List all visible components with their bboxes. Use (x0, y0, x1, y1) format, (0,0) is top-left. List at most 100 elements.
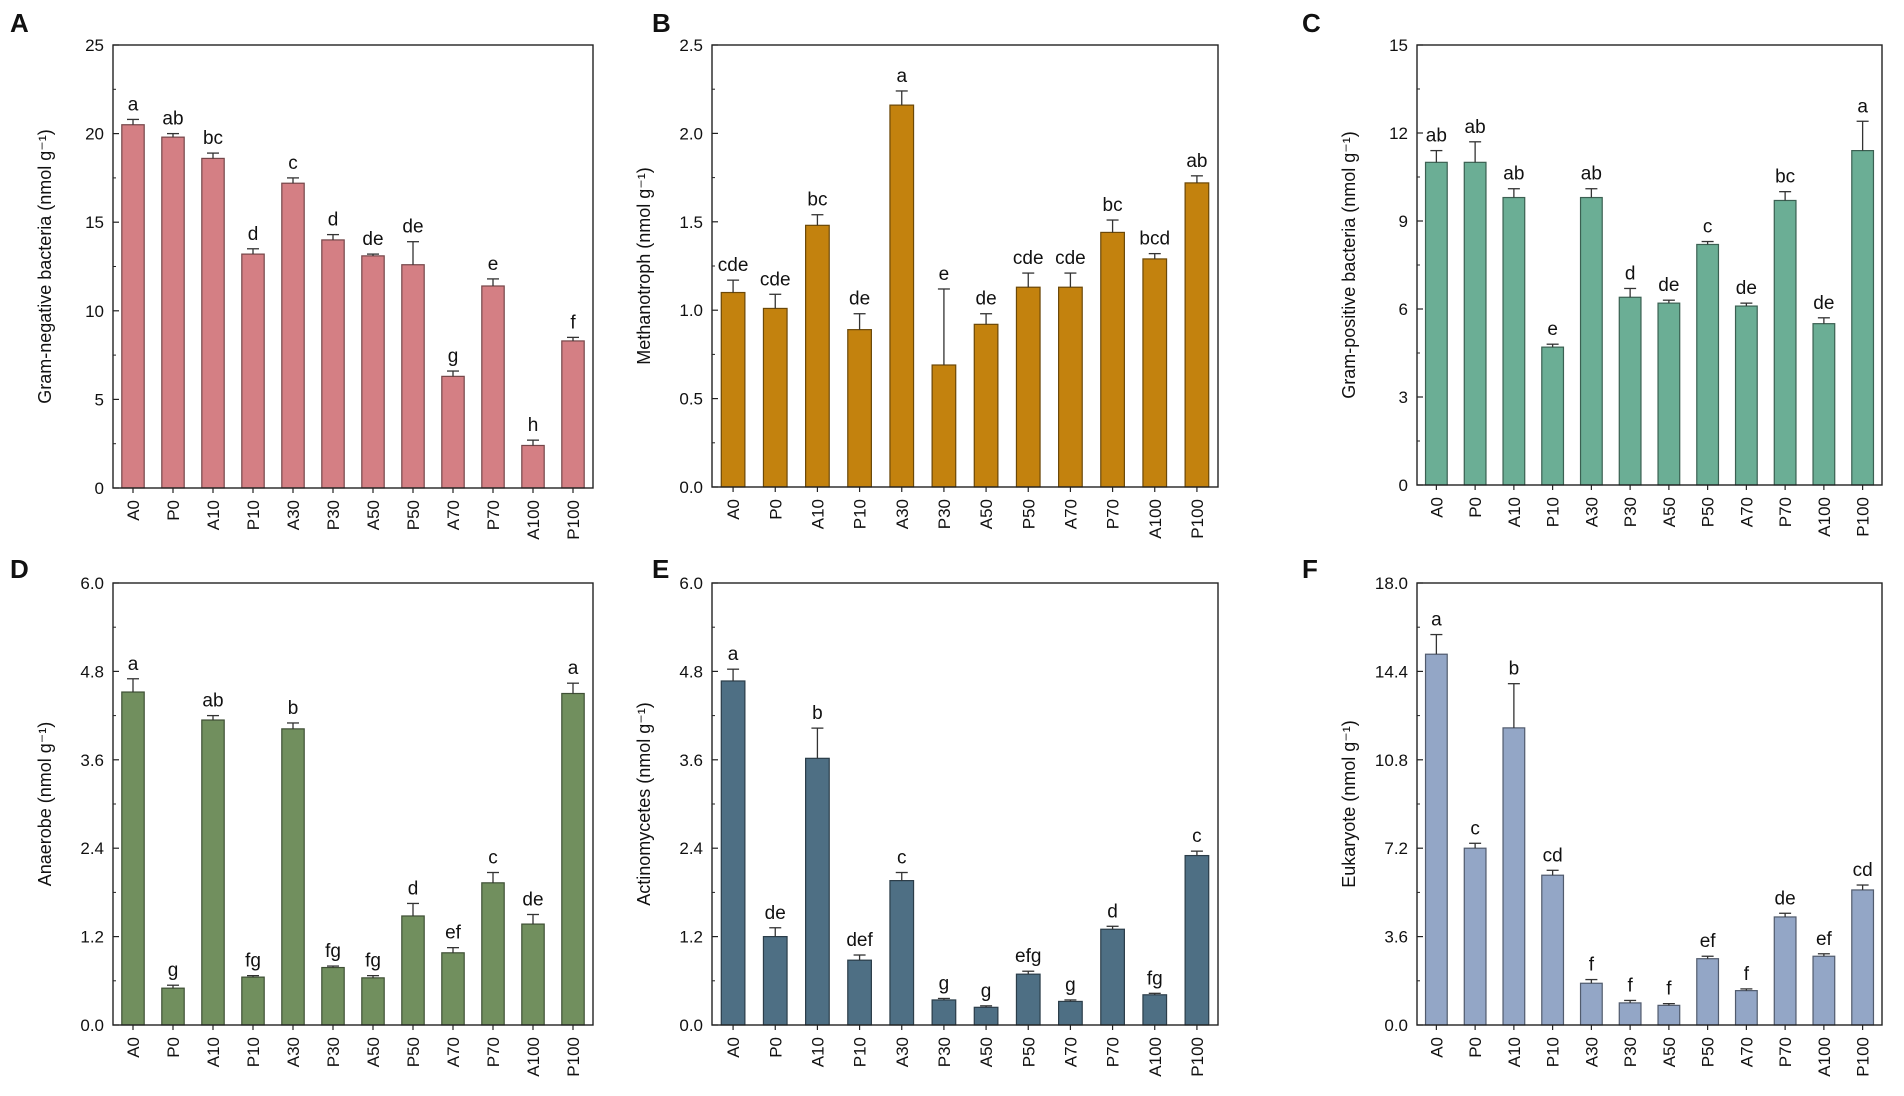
bar (481, 882, 505, 1026)
bar (1812, 955, 1836, 1026)
y-axis-label: Anaerobe (nmol g⁻¹) (35, 722, 55, 887)
bar (281, 182, 305, 489)
significance-label: a (896, 66, 907, 87)
bar (1618, 1002, 1642, 1026)
x-tick-label: P10 (1544, 497, 1563, 527)
bar (1696, 243, 1720, 486)
plot-frame (711, 44, 1219, 488)
x-tick-label: A70 (1061, 499, 1080, 529)
x-tick-label: P100 (1188, 499, 1207, 539)
y-tick-label: 0.0 (80, 1016, 104, 1035)
x-tick-label: A0 (124, 500, 143, 521)
bar (1184, 182, 1210, 488)
significance-label: de (1658, 275, 1679, 296)
bar (361, 255, 385, 489)
bar (1502, 727, 1526, 1026)
x-tick-label: A50 (364, 500, 383, 530)
bar (1424, 653, 1448, 1026)
significance-label: a (728, 644, 739, 665)
bar (1100, 928, 1125, 1026)
y-tick-label: 0.0 (679, 1016, 703, 1035)
significance-label: bc (807, 190, 827, 211)
significance-label: fg (1147, 968, 1163, 989)
significance-label: c (1192, 826, 1202, 847)
x-tick-label: P0 (1466, 1037, 1485, 1058)
significance-label: bc (1103, 195, 1123, 216)
bar (805, 224, 830, 488)
x-tick-label: A10 (204, 1037, 223, 1067)
significance-label: c (488, 848, 498, 869)
bar (1058, 286, 1083, 488)
x-tick-label: A0 (1427, 497, 1446, 518)
y-axis-label: Methanotroph (nmol g⁻¹) (634, 167, 654, 365)
y-tick-label: 1.2 (80, 928, 104, 947)
x-tick-label: A100 (1815, 497, 1834, 537)
significance-label: ab (162, 109, 183, 130)
y-tick-label: 3.6 (679, 751, 703, 770)
x-tick-label: A50 (977, 1037, 996, 1067)
x-tick-label: A100 (524, 500, 543, 540)
bar (521, 444, 545, 489)
bar (1463, 161, 1487, 486)
y-tick-label: 15 (1389, 36, 1408, 55)
bar (720, 680, 746, 1026)
significance-label: cde (1013, 248, 1044, 269)
bar (847, 959, 872, 1026)
x-tick-label: P10 (244, 1037, 263, 1067)
panel-d: D 0.0 1.2 2.4 3.6 4.8 6.0 Anaerobe (nmol g⁻¹) a A… (10, 554, 594, 1077)
x-tick-label: P70 (1776, 497, 1795, 527)
bar (762, 307, 788, 488)
y-tick-label: 4.8 (679, 662, 703, 681)
y-tick-label: 6 (1399, 300, 1408, 319)
significance-label: cd (1853, 860, 1873, 881)
x-tick-label: A0 (124, 1037, 143, 1058)
bar (521, 923, 545, 1026)
x-tick-label: P70 (1776, 1037, 1795, 1067)
y-tick-label: 1.5 (679, 213, 703, 232)
significance-label: de (976, 289, 997, 310)
x-tick-label: A10 (1505, 1037, 1524, 1067)
x-tick-label: P50 (1699, 497, 1718, 527)
significance-label: c (288, 153, 298, 174)
bar (973, 323, 999, 488)
x-tick-label: A30 (893, 1037, 912, 1067)
significance-label: f (1627, 975, 1633, 996)
x-tick-label: P100 (1854, 497, 1873, 537)
x-tick-label: A10 (204, 500, 223, 530)
x-tick-label: A30 (284, 1037, 303, 1067)
significance-label: cde (1055, 248, 1086, 269)
significance-label: c (1703, 217, 1713, 238)
x-tick-label: A50 (1660, 497, 1679, 527)
significance-label: d (328, 210, 339, 231)
x-tick-label: P0 (766, 1037, 785, 1058)
y-tick-label: 7.2 (1384, 839, 1408, 858)
x-tick-label: P0 (164, 500, 183, 521)
bar (201, 719, 225, 1026)
significance-label: cde (760, 269, 791, 290)
bar (121, 691, 145, 1026)
plot-frame (1416, 582, 1883, 1026)
bar (161, 136, 185, 489)
significance-label: a (128, 94, 139, 115)
bar (121, 124, 145, 489)
panel-letter: B (652, 8, 671, 38)
y-axis-label: Actinomycetes (nmol g⁻¹) (634, 702, 654, 906)
bar (1058, 1000, 1083, 1026)
x-tick-label: A50 (1660, 1037, 1679, 1067)
x-tick-label: P30 (324, 500, 343, 530)
y-tick-label: 0 (1399, 476, 1408, 495)
bar (1734, 305, 1758, 486)
x-tick-label: P50 (404, 1037, 423, 1067)
significance-label: cde (718, 255, 749, 276)
x-tick-label: P50 (1019, 499, 1038, 529)
x-tick-label: A100 (1146, 499, 1165, 539)
x-tick-label: A30 (1582, 1037, 1601, 1067)
x-tick-label: A10 (1505, 497, 1524, 527)
bar (1696, 958, 1720, 1026)
bar (1463, 847, 1487, 1026)
x-tick-label: A0 (1427, 1037, 1446, 1058)
y-tick-label: 4.8 (80, 662, 104, 681)
bar (1502, 196, 1526, 486)
panel-b: B 0.0 0.5 1.0 1.5 2.0 2.5 Methanotroph (nmol g⁻… (634, 8, 1219, 539)
